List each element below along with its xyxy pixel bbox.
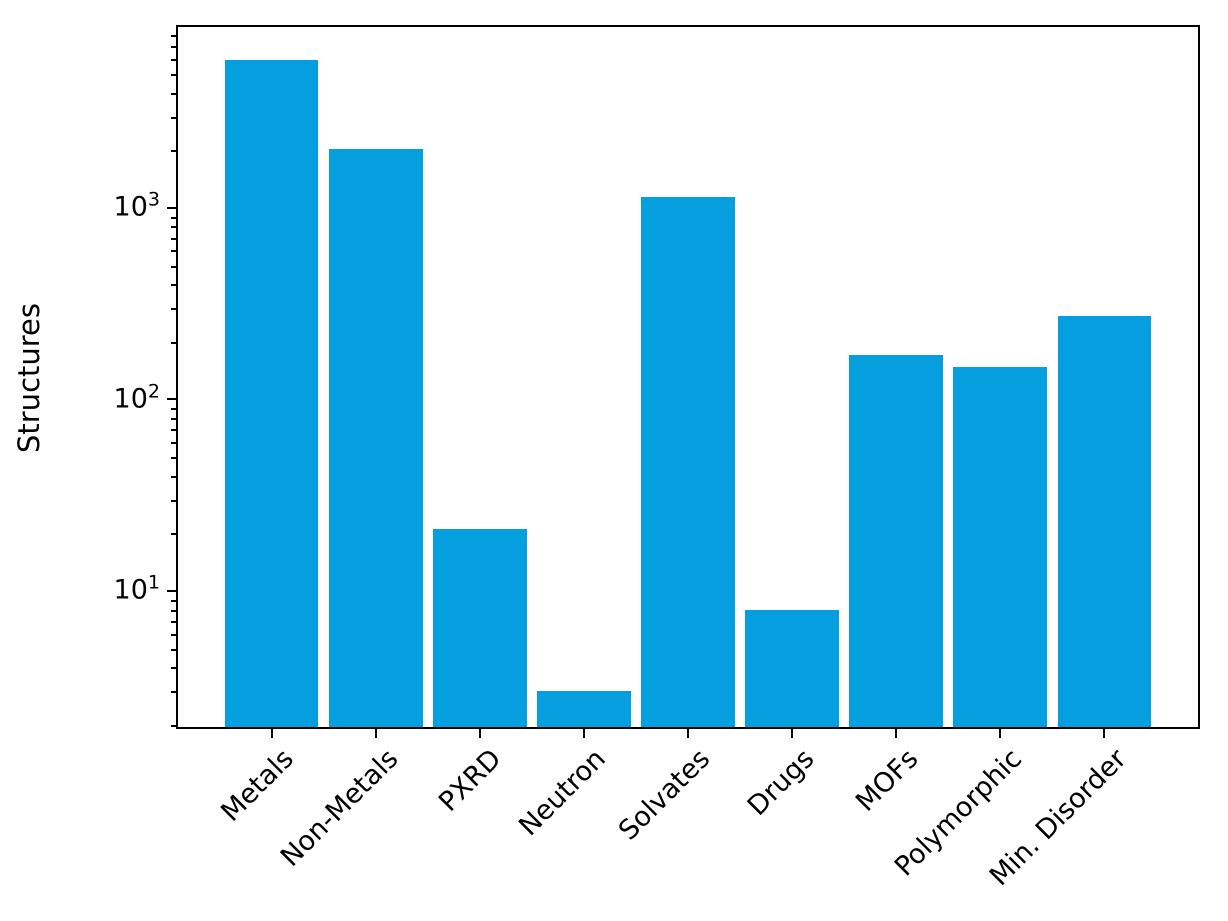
x-major-tick — [583, 729, 585, 738]
bar-solvates — [641, 197, 735, 727]
y-minor-tick — [171, 621, 176, 623]
y-minor-tick — [171, 217, 176, 219]
y-minor-tick — [171, 35, 176, 37]
y-minor-tick — [171, 649, 176, 651]
x-tick-label-metals: Metals — [215, 743, 300, 828]
y-axis-label: Structures — [12, 303, 46, 454]
x-major-tick — [479, 729, 481, 738]
y-minor-tick — [171, 476, 176, 478]
y-tick-base: 10 — [113, 574, 148, 606]
y-tick-base: 10 — [113, 191, 148, 223]
y-minor-tick — [171, 533, 176, 535]
y-tick-label-10-1: 101 — [113, 573, 160, 606]
x-tick-label-solvates: Solvates — [613, 743, 717, 847]
bar-neutron — [537, 691, 631, 727]
y-minor-tick — [171, 500, 176, 502]
y-tick-label-10-2: 102 — [113, 382, 160, 415]
x-tick-label-pxrd: PXRD — [433, 743, 509, 818]
y-minor-tick — [171, 150, 176, 152]
y-minor-tick — [171, 46, 176, 48]
y-minor-tick — [171, 600, 176, 602]
y-minor-tick — [171, 342, 176, 344]
y-minor-tick — [171, 117, 176, 119]
bar-non-metals — [328, 149, 423, 727]
y-minor-tick — [171, 667, 176, 669]
x-major-tick — [1103, 729, 1105, 738]
y-minor-tick — [171, 74, 176, 76]
y-tick-exponent: 3 — [147, 188, 160, 211]
y-minor-tick — [171, 442, 176, 444]
plot-area — [176, 25, 1200, 729]
y-minor-tick — [171, 418, 176, 420]
y-minor-tick — [171, 691, 176, 693]
y-tick-exponent: 1 — [147, 571, 160, 594]
y-minor-tick — [171, 610, 176, 612]
y-minor-tick — [171, 429, 176, 431]
y-minor-tick — [171, 308, 176, 310]
bar-mofs — [849, 355, 943, 727]
y-tick-label-10-3: 103 — [113, 190, 160, 223]
y-minor-tick — [171, 59, 176, 61]
y-minor-tick — [171, 226, 176, 228]
y-minor-tick — [171, 457, 176, 459]
x-major-tick — [791, 729, 793, 738]
y-minor-tick — [171, 250, 176, 252]
bar-polymorphic — [953, 367, 1048, 727]
x-major-tick — [895, 729, 897, 738]
x-major-tick — [375, 729, 377, 738]
x-tick-label-drugs: Drugs — [741, 743, 821, 822]
y-minor-tick — [171, 266, 176, 268]
bar-drugs — [745, 609, 839, 727]
y-tick-base: 10 — [113, 383, 148, 415]
y-minor-tick — [171, 725, 176, 727]
y-minor-tick — [171, 408, 176, 410]
x-major-tick — [999, 729, 1001, 738]
y-minor-tick — [171, 238, 176, 240]
bars-layer — [178, 27, 1198, 727]
x-major-tick — [271, 729, 273, 738]
y-minor-tick — [171, 634, 176, 636]
y-major-tick — [167, 590, 176, 592]
y-tick-exponent: 2 — [147, 380, 160, 403]
y-minor-tick — [171, 284, 176, 286]
x-tick-label-mofs: MOFs — [850, 743, 925, 818]
bar-pxrd — [433, 529, 527, 727]
x-major-tick — [687, 729, 689, 738]
y-major-tick — [167, 398, 176, 400]
y-minor-tick — [171, 93, 176, 95]
bar-min-disorder — [1057, 316, 1152, 727]
y-major-tick — [167, 207, 176, 209]
x-tick-label-neutron: Neutron — [513, 743, 613, 843]
bar-metals — [224, 60, 319, 727]
